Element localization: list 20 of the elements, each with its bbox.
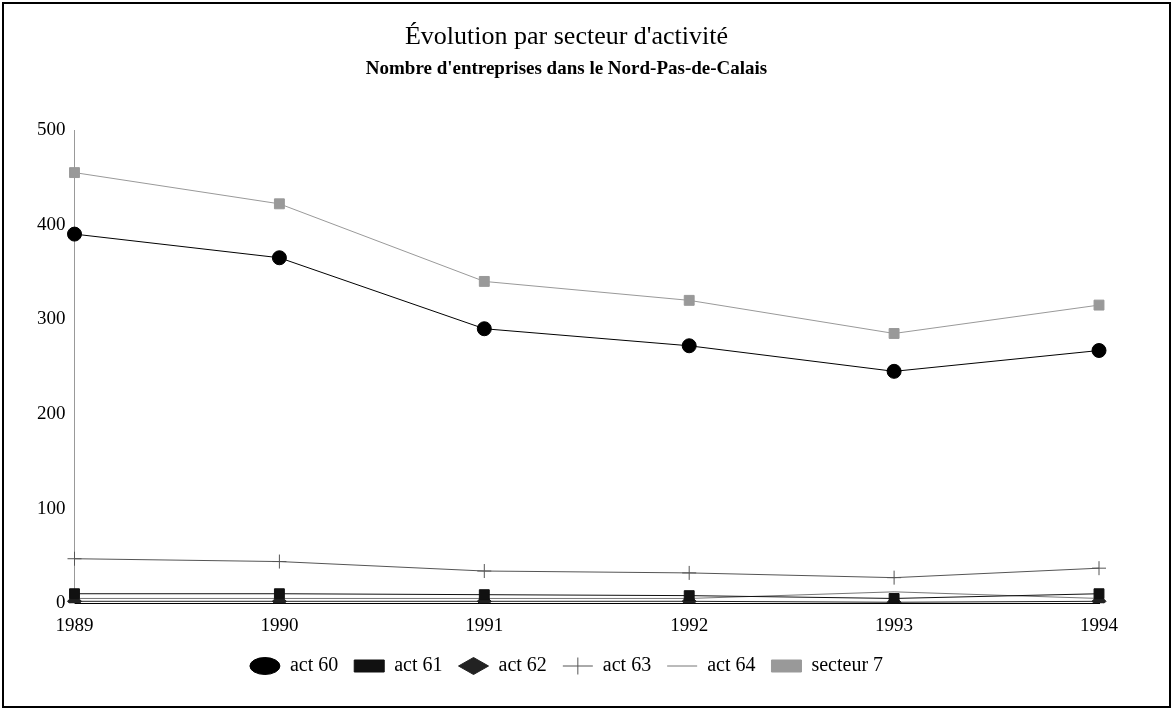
y-tick-label: 300 [37,307,66,329]
x-tick-label: 1992 [670,613,709,635]
x-tick-label: 1990 [260,613,299,635]
legend-label: act 63 [602,653,652,676]
x-tick-label: 1993 [875,613,914,635]
y-tick-label: 100 [37,496,66,518]
y-tick-label: 200 [37,401,66,423]
y-tick-label: 500 [37,117,66,139]
x-tick-label: 1994 [1080,613,1119,635]
legend-label: act 60 [289,653,339,676]
legend-label: act 64 [707,653,756,676]
legend-label: act 61 [394,653,443,676]
chart-title: Évolution par secteur d'activité [404,21,729,51]
y-tick-label: 400 [37,212,66,234]
x-tick-label: 1989 [55,613,94,635]
legend-label: act 62 [498,653,547,676]
x-tick-label: 1991 [465,613,504,635]
legend-label: secteur 7 [811,653,884,676]
chart-subtitle: Nombre d'entreprises dans le Nord-Pas-de-Calais [365,56,768,78]
y-tick-label: 0 [56,591,66,613]
